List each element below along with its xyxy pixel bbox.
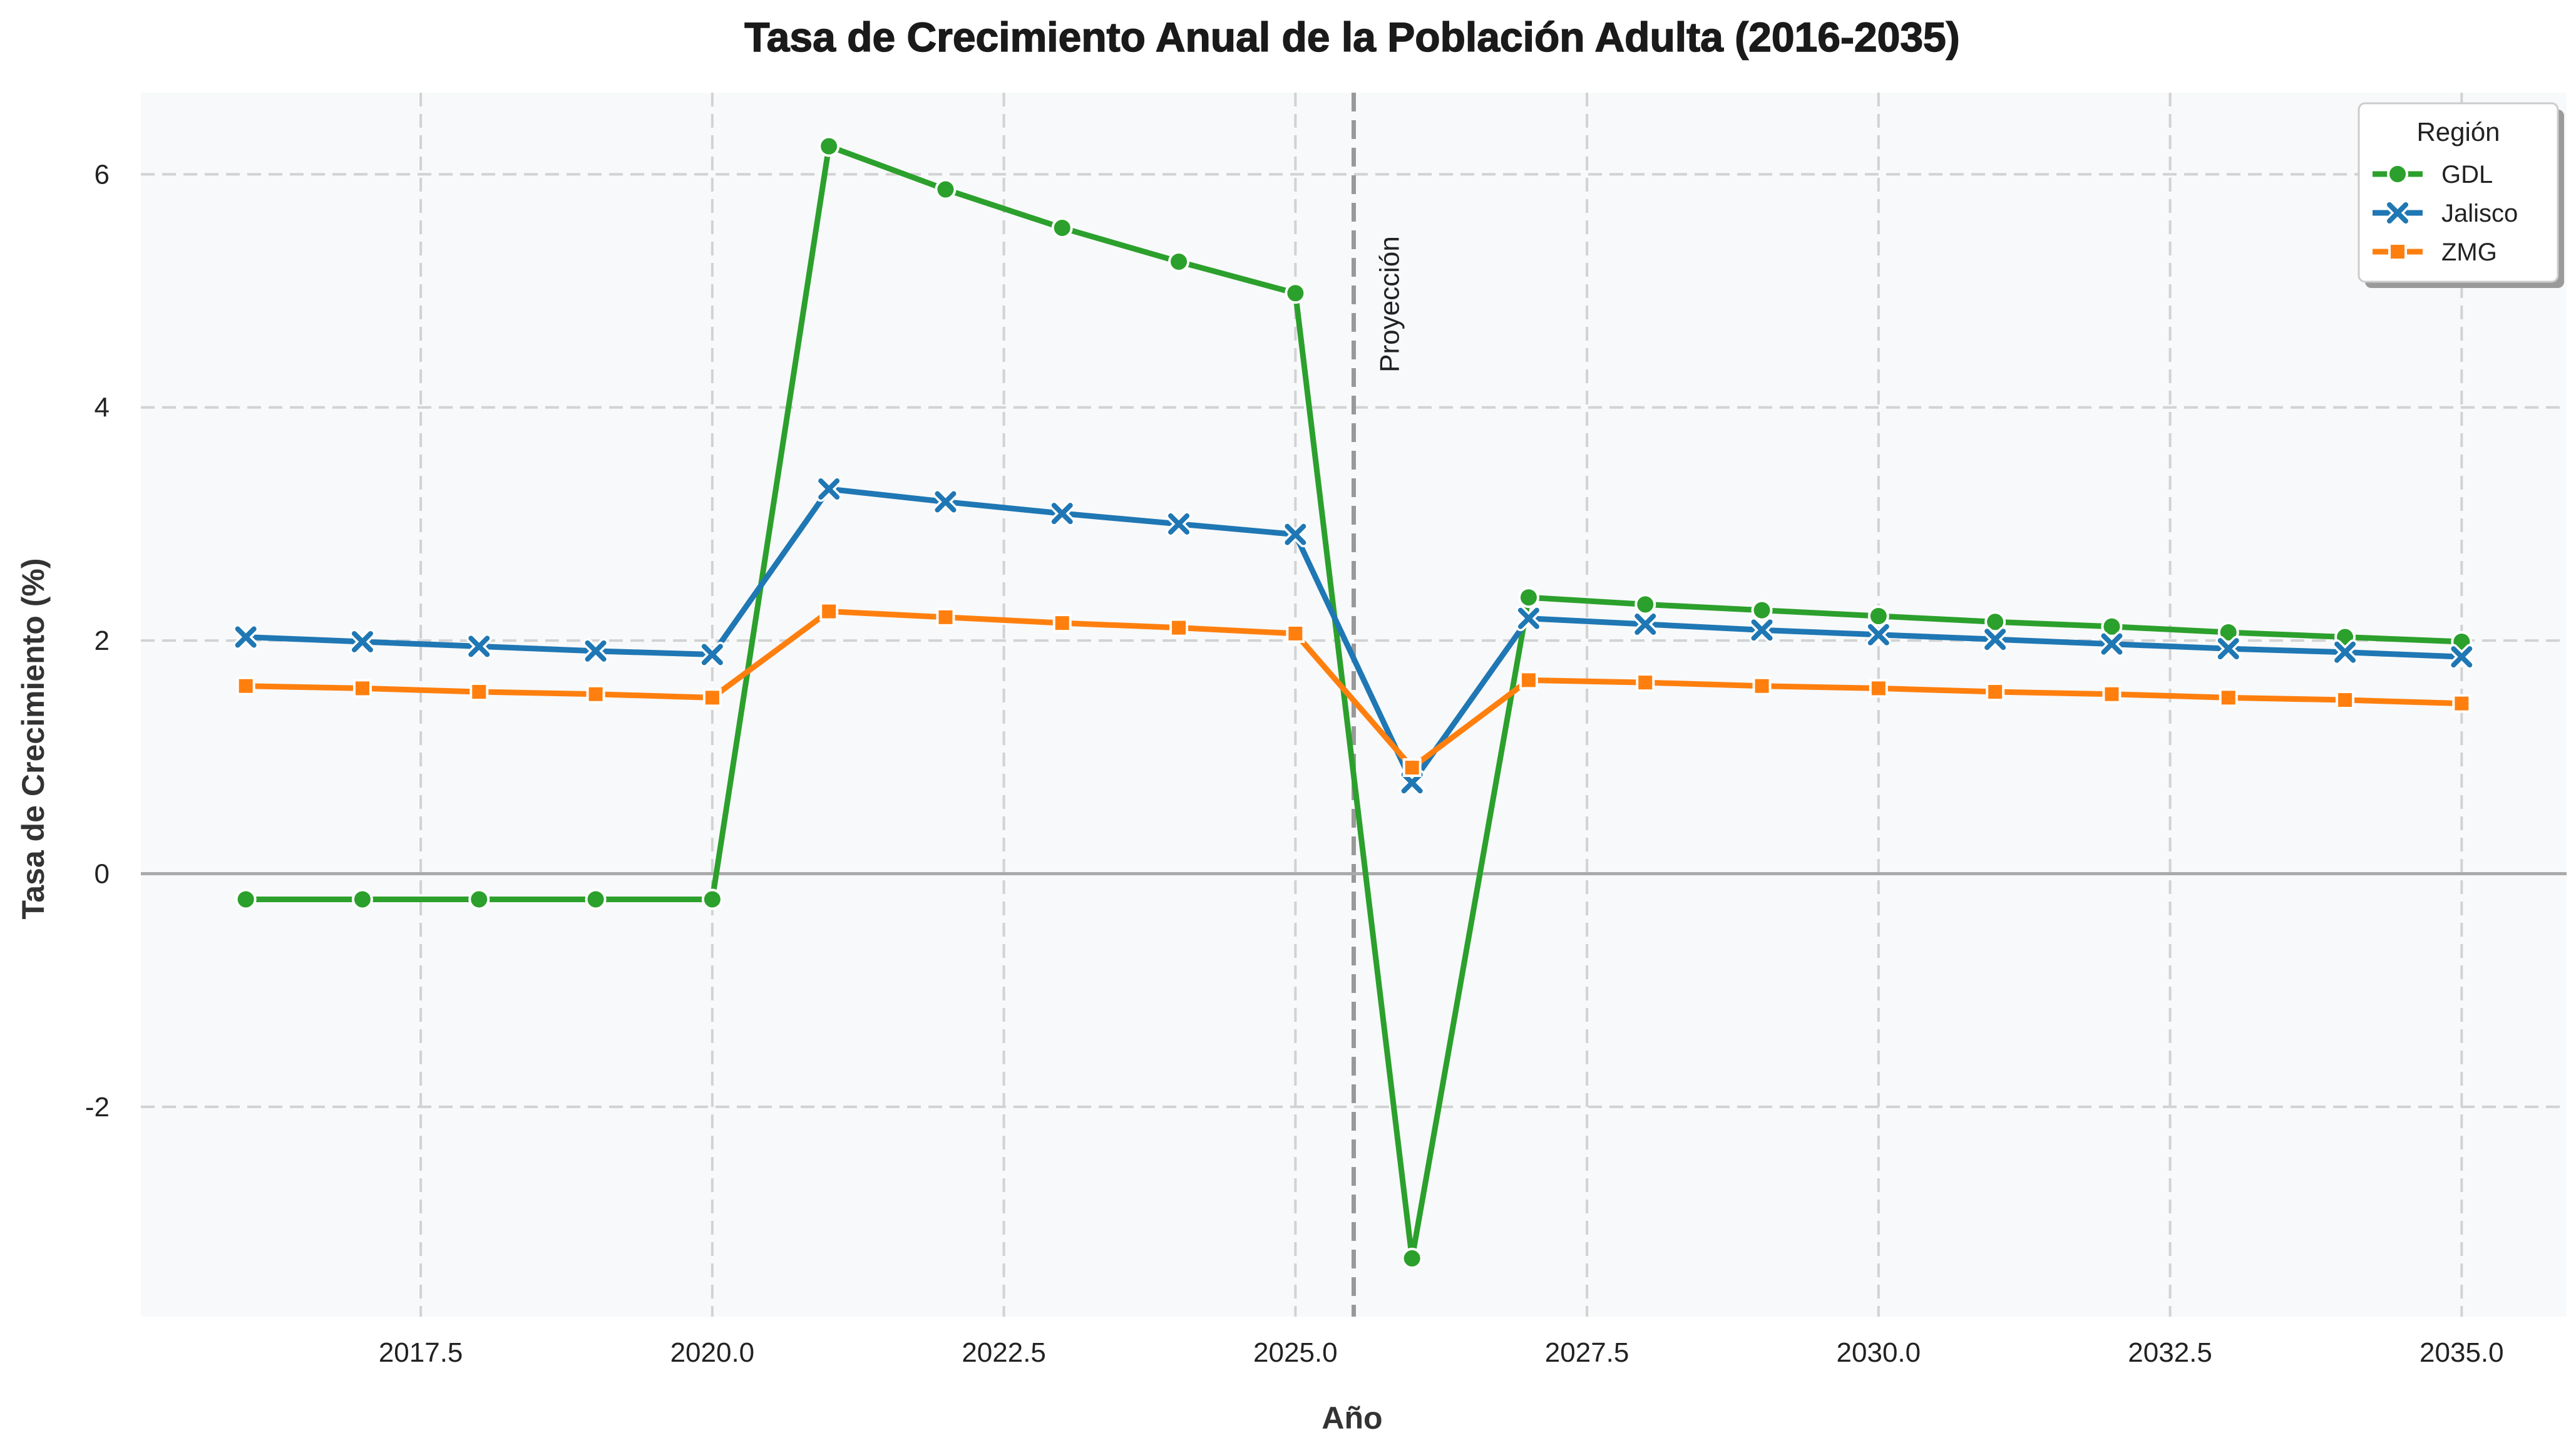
data-point	[1401, 772, 1423, 794]
x-axis-label: Año	[1321, 1401, 1382, 1436]
data-point	[2102, 684, 2122, 704]
data-point	[2452, 694, 2471, 713]
data-point	[1984, 611, 2006, 633]
data-point	[2217, 638, 2239, 660]
legend-box	[2358, 102, 2559, 283]
data-point	[1401, 1247, 1423, 1269]
data-point	[1168, 513, 1190, 535]
data-point	[468, 888, 490, 910]
data-point	[1986, 682, 2005, 702]
data-point	[1634, 614, 1656, 635]
x-tick-label: 2035.0	[2419, 1337, 2504, 1368]
series-line	[243, 486, 2465, 786]
data-point	[2334, 641, 2356, 663]
series-gdl	[235, 135, 2473, 1269]
series	[233, 135, 2475, 1269]
data-point	[1052, 614, 1072, 633]
data-point	[351, 888, 373, 910]
data-point	[1636, 673, 1655, 692]
data-point	[2336, 691, 2355, 710]
y-tick-label: 4	[95, 393, 110, 423]
data-point	[2451, 646, 2473, 668]
data-point	[236, 676, 255, 696]
data-point	[702, 688, 722, 707]
data-point	[1869, 679, 1888, 698]
x-tick-label: 2027.5	[1545, 1337, 1629, 1368]
data-point	[1051, 217, 1073, 239]
data-point	[2101, 615, 2123, 637]
data-point	[1634, 594, 1656, 615]
data-point	[1051, 503, 1073, 525]
x-tick-label: 2025.0	[1253, 1337, 1338, 1368]
data-point	[1984, 629, 2006, 650]
data-point	[935, 491, 957, 513]
legend-item-zmg: ZMG	[2373, 239, 2497, 266]
legend-item-jalisco: Jalisco	[2373, 200, 2518, 227]
data-point	[585, 888, 607, 910]
data-point	[1285, 523, 1306, 545]
data-point	[936, 607, 955, 627]
data-point	[1517, 587, 1539, 609]
x-tick-label: 2020.0	[670, 1337, 755, 1368]
data-point	[701, 644, 723, 666]
y-tick-label: 0	[95, 858, 110, 889]
y-axis-ticks: -2 0 2 4 6	[85, 159, 110, 1123]
legend-label: ZMG	[2441, 239, 2497, 266]
x-tick-label: 2032.5	[2128, 1337, 2212, 1368]
data-point	[1867, 624, 1889, 645]
data-point	[586, 684, 605, 704]
data-point	[1519, 671, 1538, 690]
data-point	[1517, 607, 1539, 629]
legend-title: Región	[2416, 117, 2500, 147]
x-tick-label: 2022.5	[962, 1337, 1046, 1368]
data-point	[818, 478, 840, 500]
data-point	[1751, 599, 1773, 621]
data-point	[468, 635, 490, 657]
y-tick-label: 6	[95, 159, 110, 190]
data-point	[818, 135, 840, 157]
legend-item-gdl: GDL	[2373, 161, 2493, 188]
series-line	[243, 143, 2465, 1262]
series-jalisco	[233, 476, 2475, 796]
y-tick-label: 2	[95, 625, 110, 656]
legend-label: GDL	[2441, 161, 2493, 188]
data-point	[351, 630, 373, 652]
projection-annotation: Proyección	[1375, 236, 1405, 373]
series-line	[243, 609, 2465, 771]
data-point	[1168, 250, 1190, 272]
data-point	[1402, 758, 1422, 778]
data-point	[935, 178, 957, 200]
legend-label: Jalisco	[2441, 200, 2518, 227]
y-axis-label: Tasa de Crecimiento (%)	[16, 558, 51, 919]
data-point	[701, 888, 723, 910]
data-point	[585, 640, 607, 662]
data-point	[2101, 633, 2123, 655]
series-zmg	[236, 602, 2471, 778]
data-point	[2387, 202, 2408, 224]
data-point	[1169, 618, 1189, 637]
data-point	[2219, 688, 2238, 707]
x-tick-label: 2030.0	[1837, 1337, 1921, 1368]
legend: Región GDL Jalisco ZMG	[2358, 102, 2564, 288]
data-point	[1752, 676, 1772, 696]
chart-title: Tasa de Crecimiento Anual de la Població…	[744, 14, 1959, 60]
x-axis-ticks: 2017.5 2020.0 2022.5 2025.0 2027.5 2030.0 2032…	[379, 1337, 2504, 1368]
data-point	[2388, 242, 2407, 261]
data-point	[235, 626, 257, 648]
data-point	[1867, 605, 1889, 627]
data-point	[1286, 624, 1305, 643]
data-point	[2217, 622, 2239, 644]
y-tick-label: -2	[85, 1092, 110, 1123]
data-point	[1751, 619, 1773, 641]
x-tick-label: 2017.5	[379, 1337, 463, 1368]
data-point	[352, 679, 372, 698]
data-point	[1285, 282, 1306, 304]
legend-items: GDL Jalisco ZMG	[2373, 161, 2518, 266]
data-point	[819, 602, 839, 621]
data-point	[470, 682, 489, 702]
data-point	[235, 888, 257, 910]
data-point	[2387, 163, 2408, 185]
